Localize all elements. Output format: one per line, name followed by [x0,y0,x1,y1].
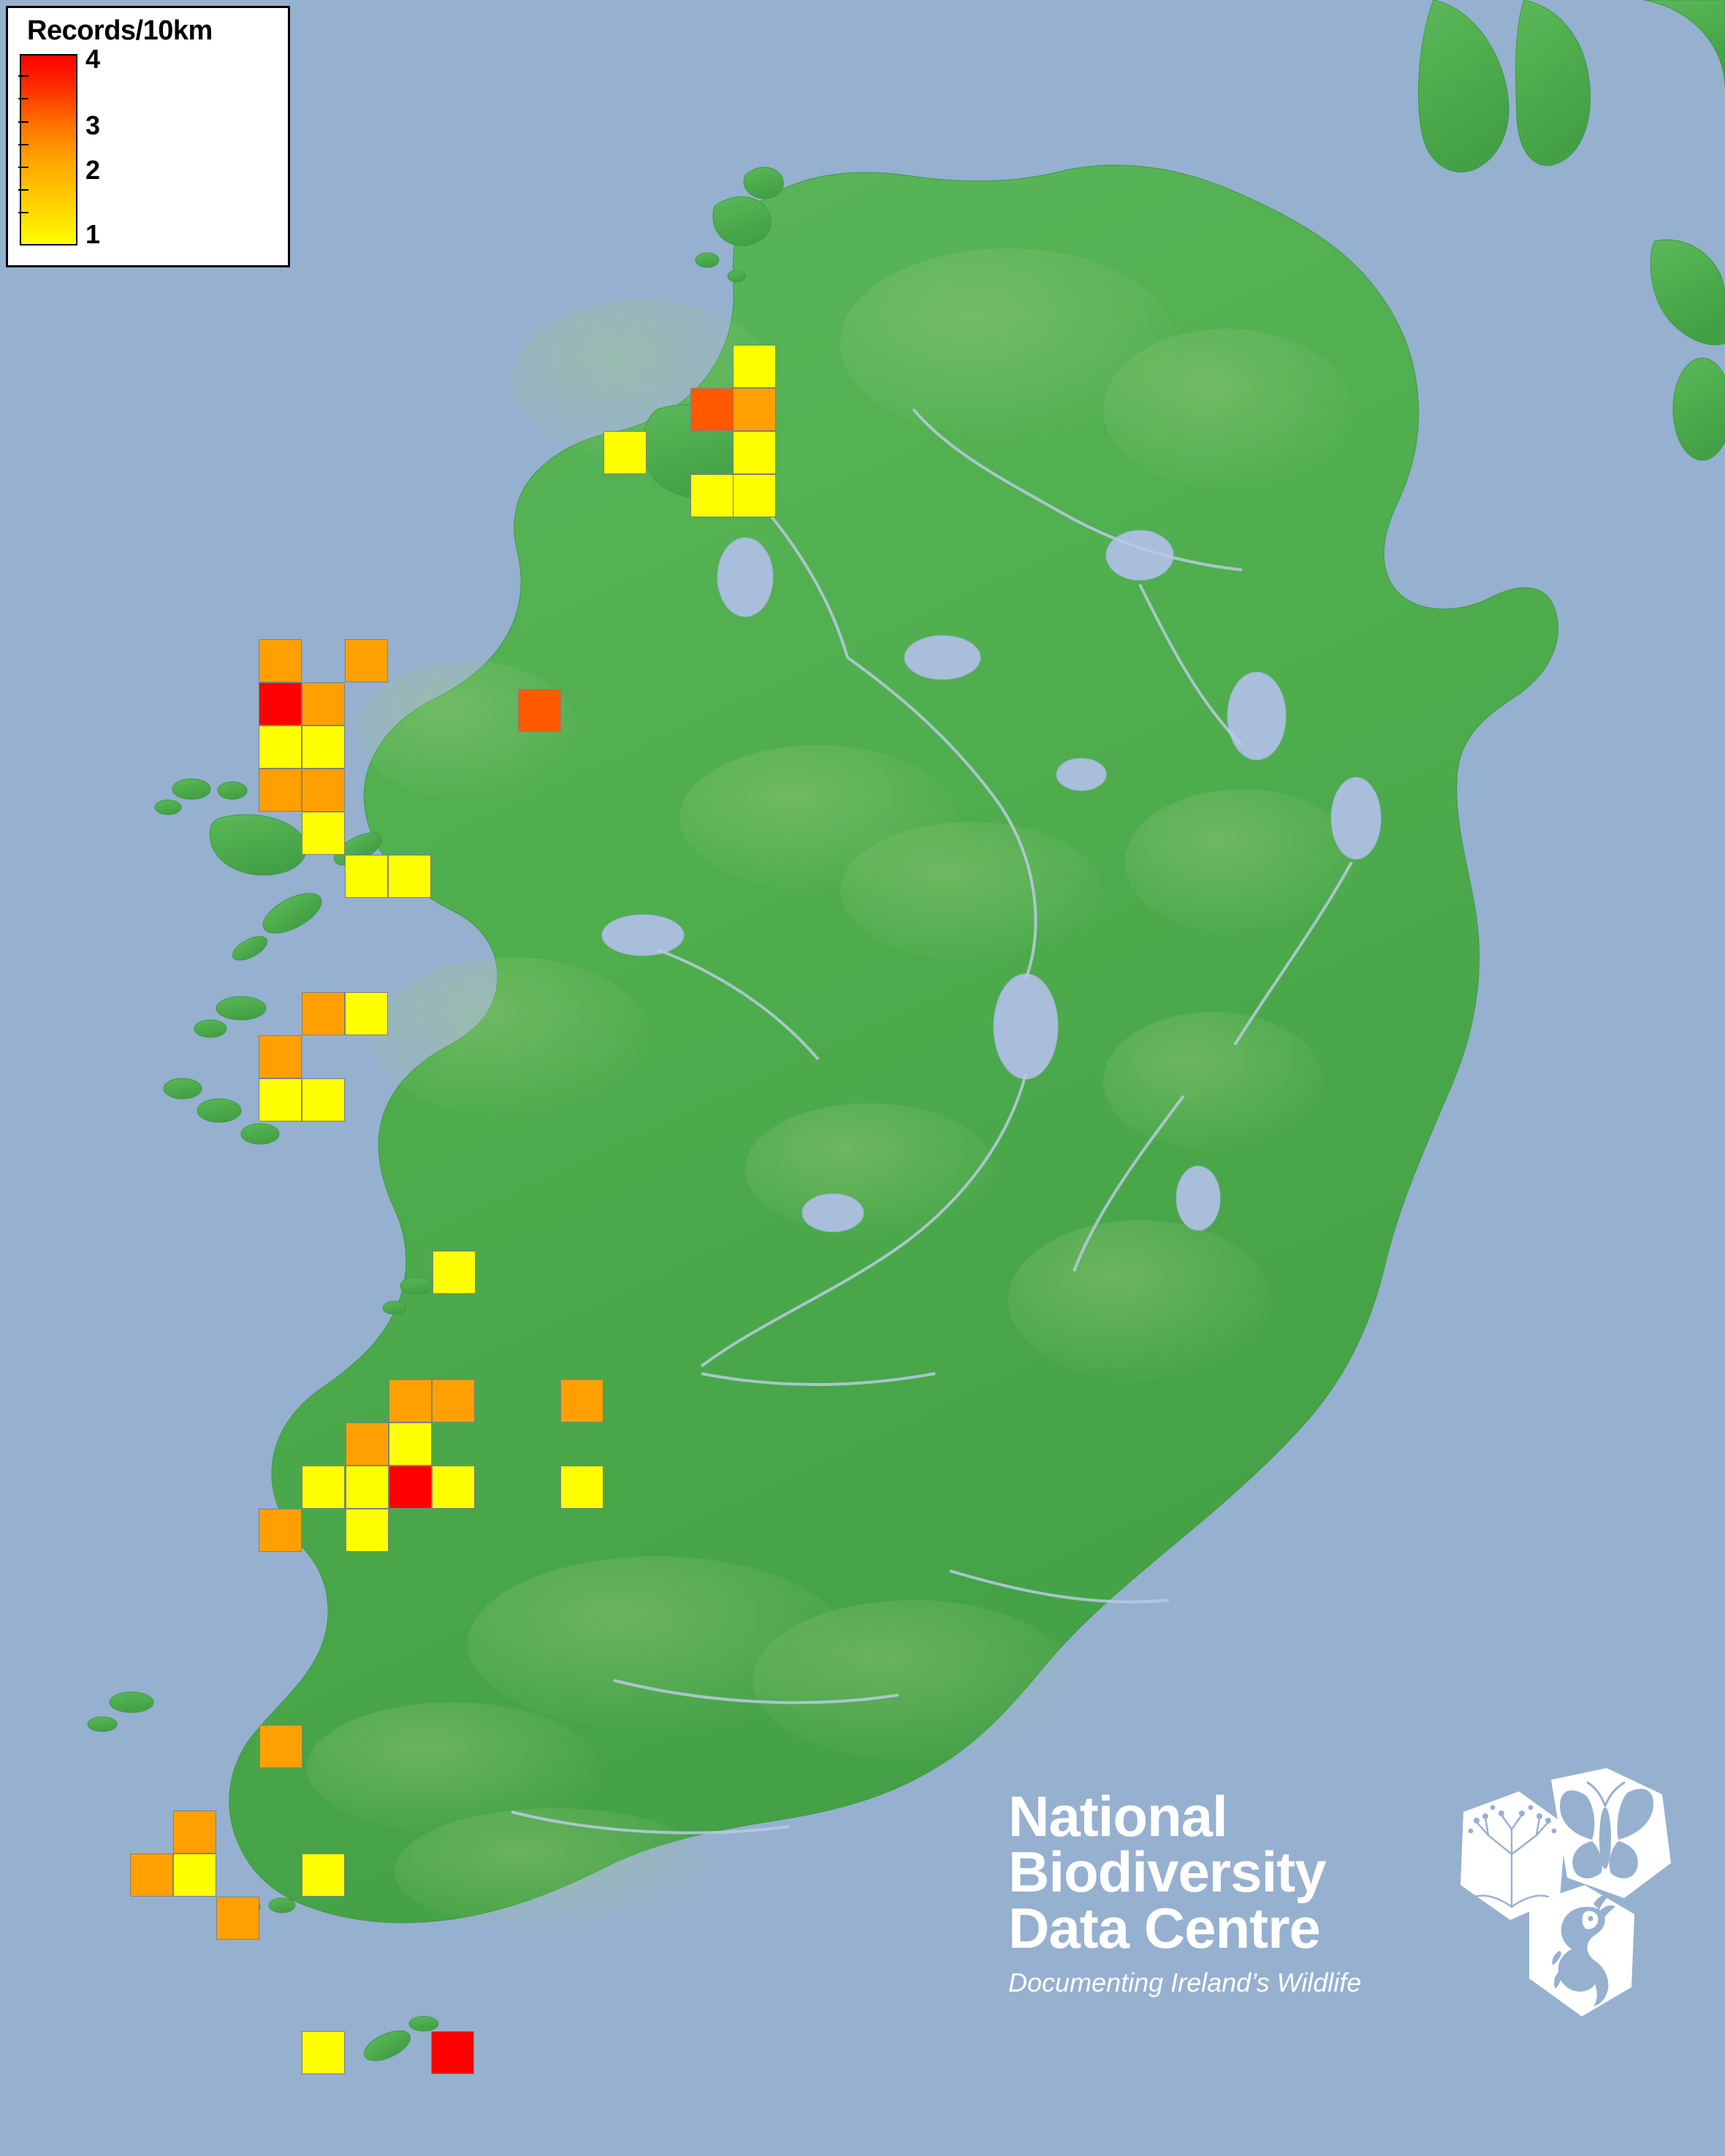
grid-cell[interactable] [302,1466,345,1509]
legend-title: Records/10km [27,15,213,46]
grid-cell[interactable] [431,2031,474,2074]
grid-cell[interactable] [259,682,302,725]
grid-cell[interactable] [259,725,302,769]
grid-cell[interactable] [259,639,302,682]
grid-cell[interactable] [345,992,388,1035]
grid-cell[interactable] [389,1422,432,1466]
grid-cell[interactable] [432,1466,475,1509]
grid-cell[interactable] [259,769,302,812]
grid-cell[interactable] [259,1509,302,1552]
legend-tick-6 [18,212,28,213]
grid-cell[interactable] [518,689,561,732]
grid-cell[interactable] [560,1466,603,1509]
grid-cell[interactable] [216,1897,259,1940]
grid-cell[interactable] [733,474,776,517]
nbdc-logo: National Biodiversity Data Centre Docume… [1008,1768,1695,2133]
grid-cell[interactable] [302,725,345,769]
logo-line-3: Data Centre [1008,1895,1321,1960]
grid-cell[interactable] [302,812,345,855]
legend-label-4: 4 [85,44,101,74]
logo-wordmark: National Biodiversity Data Centre Docume… [1008,1784,1461,1998]
grid-cell[interactable] [259,1035,302,1078]
seahorse-icon [1529,1885,1634,2016]
grid-cell[interactable] [433,1251,476,1294]
grid-cell[interactable] [302,769,345,812]
butterfly-icon [1551,1768,1671,1898]
grid-cell[interactable] [346,1422,389,1466]
legend-tick-1 [18,98,28,99]
grid-cell[interactable] [302,682,345,725]
grid-cell[interactable] [345,855,388,898]
grid-cell[interactable] [733,431,776,474]
grid-cell[interactable] [733,345,776,388]
legend-tick-0 [18,75,28,77]
grid-cell[interactable] [302,1854,345,1897]
legend-tick-5 [18,189,28,191]
grid-cell[interactable] [603,431,647,474]
grid-cell[interactable] [173,1854,216,1897]
grid-cell[interactable] [302,1078,345,1121]
grid-cell[interactable] [389,1466,432,1509]
grid-cell[interactable] [432,1379,475,1422]
grid-cell[interactable] [389,1379,432,1422]
legend-tick-2 [18,121,28,123]
grid-cell[interactable] [345,639,388,682]
grid-cell[interactable] [346,1509,389,1552]
grid-cell[interactable] [560,1379,603,1422]
grid-cell[interactable] [733,388,776,431]
legend-tick-4 [18,167,28,168]
legend-label-2: 2 [85,155,101,185]
grid-cell[interactable] [388,855,431,898]
logo-tagline: Documenting Ireland’s Wildlife [1008,1968,1362,1998]
grid-cell[interactable] [302,992,345,1035]
grid-cell[interactable] [259,1725,302,1768]
legend-panel: Records/10km 4 3 2 1 [6,6,290,267]
grid-cell[interactable] [346,1466,389,1509]
legend-color-ramp [20,54,77,245]
logo-hexagon-marks [1461,1768,1671,2016]
legend-label-1: 1 [85,219,101,249]
logo-line-1: National [1008,1784,1228,1848]
grid-cell[interactable] [690,388,734,431]
logo-line-2: Biodiversity [1008,1840,1326,1905]
legend-label-3: 3 [85,110,101,140]
grid-cell[interactable] [259,1078,302,1121]
grid-cell[interactable] [130,1854,173,1897]
grid-cell[interactable] [173,1810,216,1854]
grid-cell[interactable] [690,474,734,517]
legend-tick-3 [18,144,28,145]
grid-cell[interactable] [302,2031,345,2074]
